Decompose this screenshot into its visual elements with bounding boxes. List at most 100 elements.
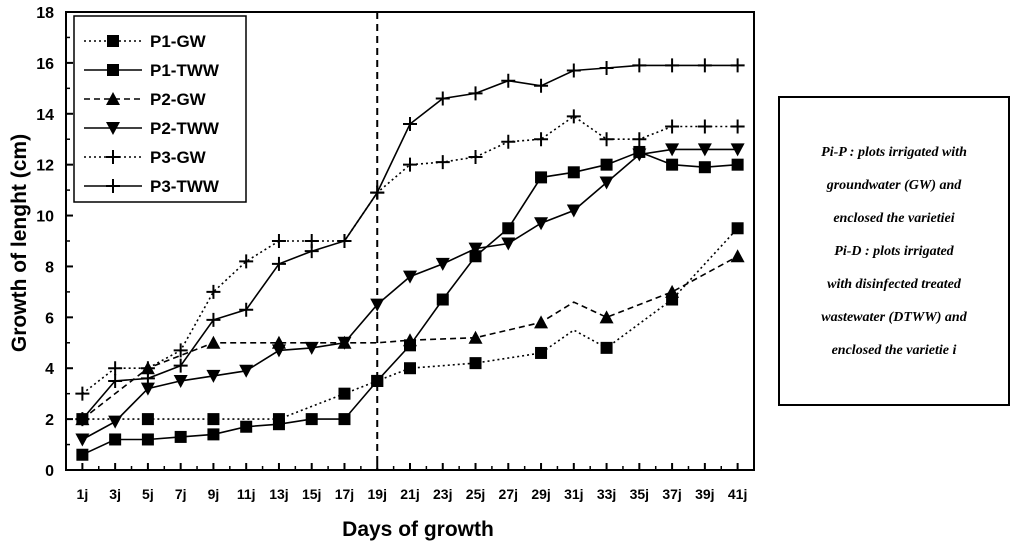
data-point xyxy=(534,315,549,329)
data-point xyxy=(240,420,253,433)
data-point xyxy=(371,374,384,387)
data-point xyxy=(469,357,482,370)
data-point xyxy=(338,387,351,400)
data-point xyxy=(501,237,516,251)
legend-label: P2-GW xyxy=(150,90,207,109)
data-point xyxy=(337,336,352,350)
annotation-line: groundwater (GW) and xyxy=(826,177,962,193)
y-tick-label: 10 xyxy=(36,209,54,226)
x-tick-label: 3j xyxy=(109,486,121,502)
data-point xyxy=(370,185,385,200)
data-point xyxy=(207,428,220,441)
data-point xyxy=(567,166,580,179)
data-point xyxy=(599,132,614,147)
data-point xyxy=(632,132,647,147)
data-point xyxy=(697,143,712,157)
series-line xyxy=(82,227,739,420)
legend-box xyxy=(73,15,247,203)
data-point xyxy=(108,415,123,429)
data-point xyxy=(403,333,417,347)
data-point xyxy=(108,373,123,388)
legend-label: P3-TWW xyxy=(150,177,220,196)
y-tick-label: 2 xyxy=(45,412,54,429)
data-point xyxy=(173,343,188,358)
x-axis-title: Days of growth xyxy=(342,518,494,541)
data-point xyxy=(534,132,549,147)
legend-label: P1-TWW xyxy=(150,61,220,80)
data-point xyxy=(76,448,89,461)
data-point xyxy=(140,382,155,396)
data-point xyxy=(239,302,254,317)
data-point xyxy=(469,250,482,263)
legend-marker xyxy=(106,92,120,105)
series-p1-gw xyxy=(76,222,744,426)
data-point xyxy=(304,341,319,355)
data-point xyxy=(141,433,154,446)
data-point xyxy=(173,374,188,388)
data-point xyxy=(140,371,155,386)
data-point xyxy=(665,284,680,298)
legend-marker xyxy=(106,150,120,164)
data-point xyxy=(535,171,548,184)
data-point xyxy=(109,433,122,446)
data-point xyxy=(206,369,221,383)
data-point xyxy=(304,244,319,259)
series-p2-tww xyxy=(75,143,745,447)
x-tick-label: 15j xyxy=(302,486,321,502)
legend-label: P1-GW xyxy=(150,32,207,51)
data-point xyxy=(697,119,712,134)
data-point xyxy=(207,413,220,426)
data-point xyxy=(501,73,516,88)
data-point xyxy=(730,249,745,263)
data-point xyxy=(370,298,385,312)
x-tick-label: 9j xyxy=(208,486,220,502)
legend-marker xyxy=(106,179,120,193)
data-point xyxy=(697,58,712,73)
x-tick-label: 33j xyxy=(597,486,616,502)
y-tick-label: 6 xyxy=(45,310,54,327)
data-point xyxy=(665,143,680,157)
data-point xyxy=(403,157,417,172)
data-point xyxy=(75,412,90,427)
data-point xyxy=(271,256,286,271)
series-line xyxy=(81,115,738,395)
data-point xyxy=(665,58,680,73)
data-point xyxy=(435,155,450,170)
data-point xyxy=(272,418,285,431)
data-point xyxy=(75,386,90,401)
data-point xyxy=(730,143,745,157)
data-point xyxy=(600,341,613,354)
x-tick-label: 35j xyxy=(630,486,649,502)
series-p3-tww xyxy=(75,58,745,427)
data-point xyxy=(403,270,417,284)
data-point xyxy=(271,234,286,248)
y-tick-label: 12 xyxy=(36,158,54,175)
x-tick-label: 7j xyxy=(175,486,187,502)
data-point xyxy=(173,358,188,373)
data-point xyxy=(435,91,450,106)
x-tick-label: 13j xyxy=(269,486,288,502)
series-p3-gw xyxy=(75,109,745,401)
legend-label: P3-GW xyxy=(150,148,207,167)
data-point xyxy=(435,257,450,271)
x-tick-label: 21j xyxy=(400,486,419,502)
data-point xyxy=(468,242,483,256)
data-point xyxy=(271,344,286,358)
data-point xyxy=(501,134,516,149)
data-point xyxy=(600,158,613,171)
data-point xyxy=(141,413,154,426)
y-tick-label: 18 xyxy=(36,5,54,22)
x-tick-label: 1j xyxy=(77,486,89,502)
data-point xyxy=(404,362,416,375)
annotation-line: Pi-D : plots irrigated xyxy=(834,243,954,259)
legend-label: P2-TWW xyxy=(150,119,220,138)
data-point xyxy=(174,430,187,443)
data-point xyxy=(632,148,647,162)
data-point xyxy=(206,284,221,299)
data-point xyxy=(665,119,680,134)
x-tick-label: 23j xyxy=(433,486,452,502)
x-tick-label: 39j xyxy=(695,486,714,502)
data-point xyxy=(535,346,548,359)
x-tick-label: 37j xyxy=(662,486,681,502)
data-point xyxy=(534,78,549,93)
